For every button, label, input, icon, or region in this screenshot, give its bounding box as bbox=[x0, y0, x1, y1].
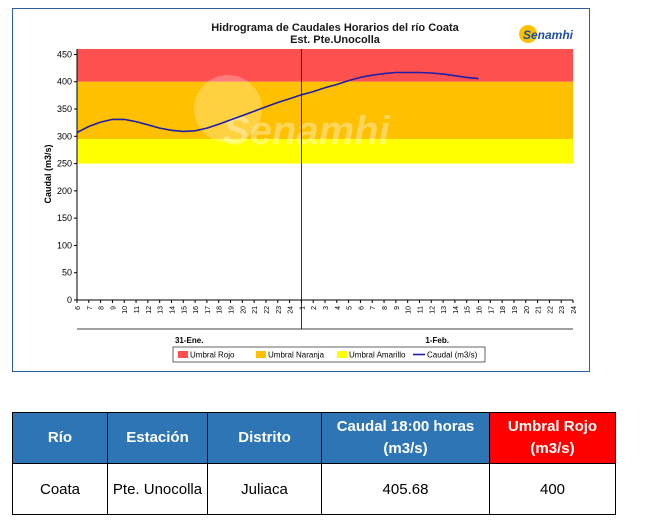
x-tick-label: 12 bbox=[429, 306, 436, 314]
x-tick-label: 14 bbox=[453, 306, 460, 314]
x-tick-label: 21 bbox=[252, 306, 259, 314]
hydrograph-chart: Hidrograma de Caudales Horarios del río … bbox=[12, 8, 590, 372]
date-labels: 31-Ene. 1-Feb. bbox=[175, 336, 449, 345]
x-tick-label: 22 bbox=[547, 306, 554, 314]
band-umbral-naranja bbox=[77, 81, 573, 140]
x-tick-label: 15 bbox=[181, 306, 188, 314]
x-tick-label: 14 bbox=[169, 306, 176, 314]
threshold-bands bbox=[77, 49, 573, 164]
x-tick-label: 2 bbox=[311, 306, 318, 310]
header-rio: Río bbox=[12, 412, 108, 464]
senamhi-logo: Senamhi bbox=[519, 25, 574, 43]
legend-swatch bbox=[178, 351, 188, 358]
x-tick-label: 13 bbox=[158, 306, 165, 314]
x-tick-label: 16 bbox=[477, 306, 484, 314]
cell-distrito: Juliaca bbox=[207, 463, 322, 515]
x-tick-label: 3 bbox=[323, 306, 330, 310]
y-tick-label: 400 bbox=[57, 77, 72, 87]
x-tick-label: 18 bbox=[500, 306, 507, 314]
x-tick-label: 11 bbox=[417, 306, 424, 313]
x-tick-label: 19 bbox=[229, 306, 236, 314]
y-tick-label: 150 bbox=[57, 213, 72, 223]
chart-legend: Umbral Rojo Umbral Naranja Umbral Amarillo… bbox=[172, 346, 486, 363]
header-umbral-rojo: Umbral Rojo (m3/s) bbox=[489, 412, 616, 464]
x-tick-label: 4 bbox=[335, 306, 342, 310]
y-tick-label: 300 bbox=[57, 131, 72, 141]
x-tick-label: 21 bbox=[536, 306, 543, 314]
y-tick-label: 250 bbox=[57, 159, 72, 169]
date-label-day2: 1-Feb. bbox=[425, 336, 449, 345]
x-tick-label: 15 bbox=[465, 306, 472, 314]
x-tick-label: 7 bbox=[370, 306, 377, 310]
y-axis-title: Caudal (m3/s) bbox=[43, 144, 53, 203]
x-tick-label: 9 bbox=[110, 306, 117, 310]
x-tick-label: 20 bbox=[240, 306, 247, 314]
band-umbral-amarillo bbox=[77, 139, 573, 164]
cell-caudal: 405.68 bbox=[321, 463, 490, 515]
x-tick-label: 5 bbox=[347, 306, 354, 310]
cell-umbral: 400 bbox=[489, 463, 616, 515]
header-caudal: Caudal 18:00 horas (m3/s) bbox=[321, 412, 490, 464]
x-tick-label: 12 bbox=[146, 306, 153, 314]
y-tick-label: 450 bbox=[57, 49, 72, 59]
x-tick-label: 17 bbox=[205, 306, 212, 314]
date-label-day1: 31-Ene. bbox=[175, 336, 203, 345]
summary-table: Río Estación Distrito Caudal 18:00 horas… bbox=[12, 412, 616, 515]
watermark-text: Senamhi bbox=[223, 109, 391, 153]
legend-swatch bbox=[337, 351, 347, 358]
x-tick-label: 19 bbox=[512, 306, 519, 314]
x-tick-label: 10 bbox=[406, 306, 413, 314]
legend-box bbox=[172, 346, 486, 363]
cell-rio: Coata bbox=[12, 463, 108, 515]
header-estacion: Estación bbox=[107, 412, 208, 464]
band-umbral-rojo bbox=[77, 49, 573, 82]
legend-label: Umbral Rojo bbox=[190, 351, 235, 360]
series-line-caudal bbox=[76, 71, 479, 134]
x-tick-label: 17 bbox=[488, 306, 495, 314]
y-tick-label: 350 bbox=[57, 104, 72, 114]
x-tick-label: 8 bbox=[99, 306, 106, 310]
x-tick-label: 10 bbox=[122, 306, 129, 314]
x-tick-label: 8 bbox=[382, 306, 389, 310]
legend-swatch bbox=[256, 351, 266, 358]
x-tick-label: 16 bbox=[193, 306, 200, 314]
x-tick-label: 23 bbox=[276, 306, 283, 314]
x-tick-label: 20 bbox=[524, 306, 531, 314]
y-tick-label: 50 bbox=[62, 268, 72, 278]
x-tick-label: 6 bbox=[75, 306, 82, 310]
series-group bbox=[76, 71, 479, 134]
header-distrito: Distrito bbox=[207, 412, 322, 464]
cell-estacion: Pte. Unocolla bbox=[107, 463, 208, 515]
x-tick-label: 9 bbox=[394, 306, 401, 310]
x-tick-label: 24 bbox=[288, 306, 295, 314]
y-tick-label: 100 bbox=[57, 240, 72, 250]
y-tick-label: 200 bbox=[57, 186, 72, 196]
chart-title: Hidrograma de Caudales Horarios del río … bbox=[211, 22, 459, 34]
x-tick-label: 24 bbox=[571, 306, 578, 314]
y-tick-label: 0 bbox=[67, 295, 72, 305]
x-tick-label: 11 bbox=[134, 306, 141, 313]
chart-canvas: Hidrograma de Caudales Horarios del río … bbox=[43, 22, 578, 363]
logo-text: Senamhi bbox=[523, 28, 574, 42]
legend-label: Caudal (m3/s) bbox=[427, 351, 478, 360]
table-header-row: Río Estación Distrito Caudal 18:00 horas… bbox=[12, 412, 616, 464]
table-row: Coata Pte. Unocolla Juliaca 405.68 400 bbox=[12, 463, 616, 515]
x-tick-label: 13 bbox=[441, 306, 448, 314]
x-tick-label: 18 bbox=[217, 306, 224, 314]
logo-sun-icon bbox=[519, 25, 537, 43]
x-tick-label: 23 bbox=[559, 306, 566, 314]
x-tick-label: 22 bbox=[264, 306, 271, 314]
x-tick-label: 7 bbox=[87, 306, 94, 310]
x-tick-label: 1 bbox=[299, 306, 306, 310]
x-tick-label: 6 bbox=[358, 306, 365, 310]
legend-label: Umbral Amarillo bbox=[349, 351, 406, 360]
legend-label: Umbral Naranja bbox=[268, 351, 325, 360]
chart-subtitle: Est. Pte.Unocolla bbox=[290, 34, 381, 46]
